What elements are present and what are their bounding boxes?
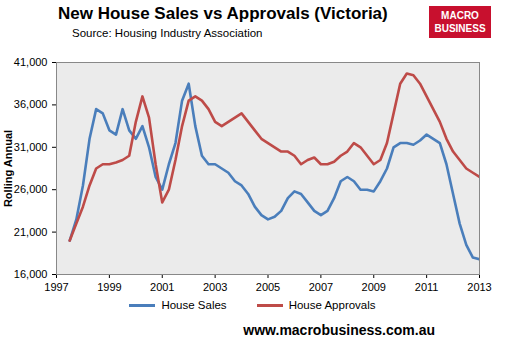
svg-text:16,000: 16,000 [14,268,48,280]
html-text:MACRO BUSINESS: MACRO BUSINESS [434,10,486,34]
html-text:House Sales: House Sales [161,299,227,311]
svg-text:2001: 2001 [150,281,174,293]
svg-text:Rolling Annual: Rolling Annual [2,130,14,207]
svg-text:2013: 2013 [467,281,491,293]
svg-text:31,000: 31,000 [14,141,48,153]
html-text:House Approvals: House Approvals [288,299,376,311]
html-text:Source: Housing Industry Assoc: Source: Housing Industry Association [72,27,263,39]
svg-text:2007: 2007 [309,281,333,293]
svg-text:36,000: 36,000 [14,98,48,110]
svg-text:26,000: 26,000 [14,183,48,195]
html-text:www.macrobusiness.com.au: www.macrobusiness.com.au [243,322,435,338]
svg-text:1999: 1999 [97,281,121,293]
svg-text:1997: 1997 [44,281,68,293]
svg-text:41,000: 41,000 [14,56,48,68]
svg-text:2005: 2005 [256,281,280,293]
svg-text:2011: 2011 [415,281,439,293]
html-text:New House Sales vs Approvals (: New House Sales vs Approvals (Victoria) [58,4,388,23]
svg-text:2003: 2003 [203,281,227,293]
svg-text:21,000: 21,000 [14,226,48,238]
svg-text:2009: 2009 [362,281,386,293]
